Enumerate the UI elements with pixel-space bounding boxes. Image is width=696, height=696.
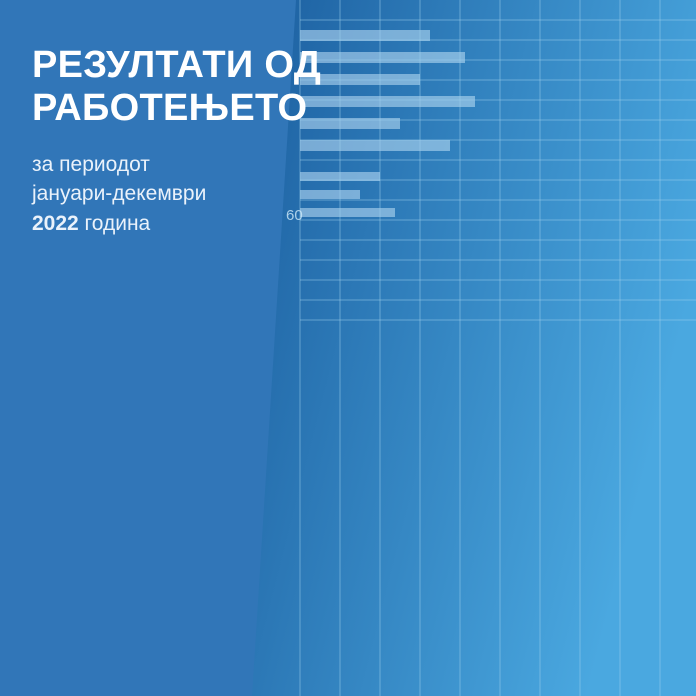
svg-text:50: 50 [108, 275, 125, 292]
svg-text:60: 60 [208, 279, 225, 296]
svg-text:40: 40 [8, 267, 25, 284]
